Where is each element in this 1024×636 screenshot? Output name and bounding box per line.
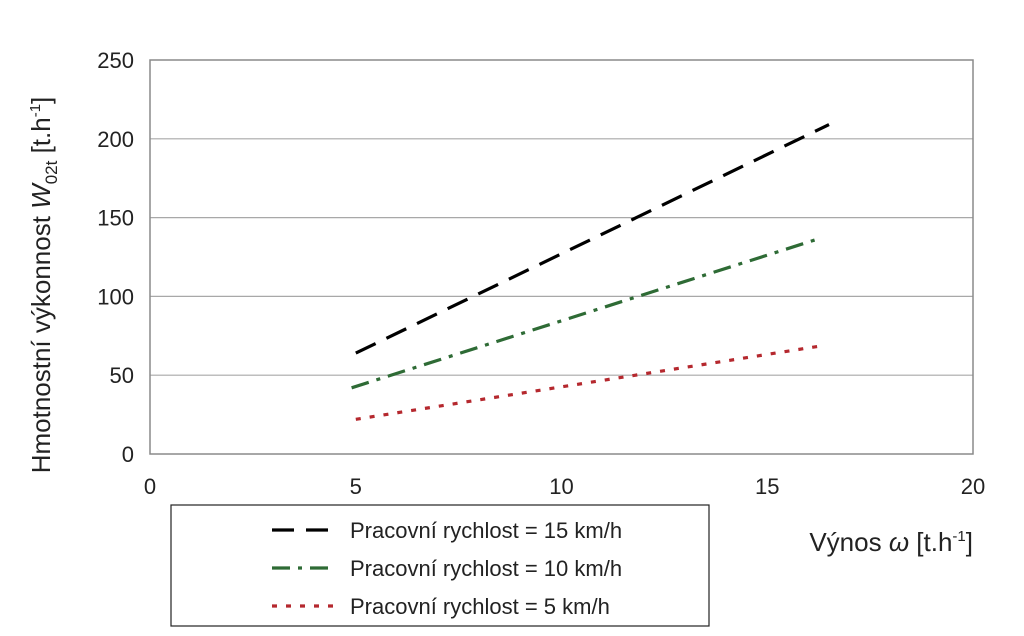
x-tick-label: 15 (755, 474, 779, 499)
plot-area (149, 59, 974, 455)
series-line (355, 343, 826, 421)
legend-entry: Pracovní rychlost = 10 km/h (350, 556, 622, 581)
legend: Pracovní rychlost = 15 km/h Pracovní rych… (170, 504, 710, 627)
series-layer (351, 123, 830, 421)
y-tick-label: 150 (97, 206, 134, 231)
x-axis-label: Výnos ω [t.h-1] (809, 527, 973, 557)
x-tick-label: 0 (144, 474, 156, 499)
y-axis-ticks: 0 50 100 150 200 250 (97, 48, 134, 467)
x-tick-label: 5 (350, 474, 362, 499)
y-axis-label: Hmotnostní výkonnost W02t [t.h-1] (26, 97, 61, 474)
legend-entry: Pracovní rychlost = 15 km/h (350, 518, 622, 543)
x-tick-label: 20 (961, 474, 985, 499)
y-tick-label: 200 (97, 127, 134, 152)
y-tick-label: 100 (97, 284, 134, 309)
series-line (355, 123, 830, 355)
y-tick-label: 50 (110, 363, 134, 388)
grid-lines (150, 138, 973, 376)
y-tick-label: 250 (97, 48, 134, 73)
x-axis-ticks: 0 5 10 15 20 (144, 474, 985, 499)
series-line (351, 236, 822, 390)
x-tick-label: 10 (549, 474, 573, 499)
legend-entry: Pracovní rychlost = 5 km/h (350, 594, 610, 619)
legend-box (170, 504, 710, 627)
y-tick-label: 0 (122, 442, 134, 467)
